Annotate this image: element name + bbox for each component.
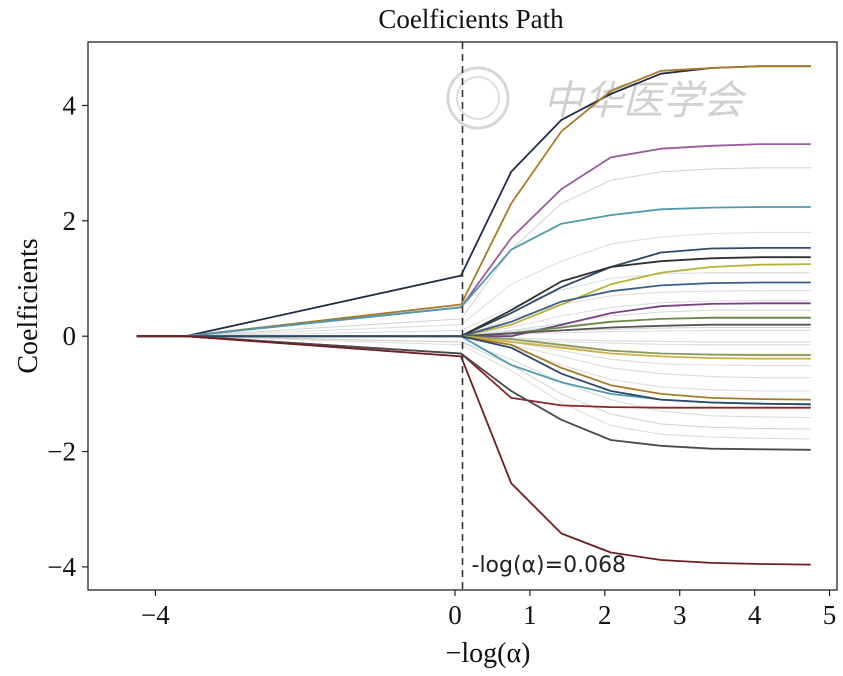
x-tick-label: 5	[823, 600, 837, 630]
watermark-seal-inner-icon	[456, 76, 500, 120]
series-line-s2	[136, 65, 811, 338]
y-tick-label: 2	[63, 206, 77, 236]
faint-series-line	[136, 167, 811, 337]
x-tick-label: 4	[748, 600, 762, 630]
series-line-s18	[136, 335, 811, 451]
chart-title: Coelficients Path	[378, 4, 564, 34]
y-tick-label: −4	[47, 552, 76, 582]
x-axis-label: −log(α)	[446, 638, 531, 669]
y-tick-label: 0	[63, 321, 77, 351]
y-tick-label: 4	[63, 90, 77, 120]
faint-series-line	[136, 272, 811, 337]
series-line-s4	[136, 206, 811, 338]
x-tick-label: 2	[598, 600, 612, 630]
y-axis-label: Coelficients	[13, 238, 44, 373]
x-tick-label: 1	[523, 600, 537, 630]
x-tick-label: −4	[141, 600, 170, 630]
watermark-text: 中华医学会	[543, 78, 747, 123]
y-axis: −4 −2 0 2 4	[47, 90, 88, 582]
series-line-s16	[136, 335, 811, 406]
selected-alpha-label: -log(α)=0.068	[472, 553, 627, 578]
watermark: 中华医学会	[446, 66, 747, 130]
y-tick-label: −2	[47, 437, 76, 467]
x-tick-label: 3	[673, 600, 687, 630]
faint-series-line	[136, 335, 811, 440]
series-line-s19	[136, 335, 811, 566]
series-lines	[136, 65, 811, 566]
faint-series-line	[136, 335, 811, 430]
x-tick-label: 0	[448, 600, 462, 630]
x-axis: −4 0 1 2 3 4 5	[141, 590, 836, 630]
watermark-seal-icon	[446, 66, 510, 130]
faint-series-line	[136, 231, 811, 337]
